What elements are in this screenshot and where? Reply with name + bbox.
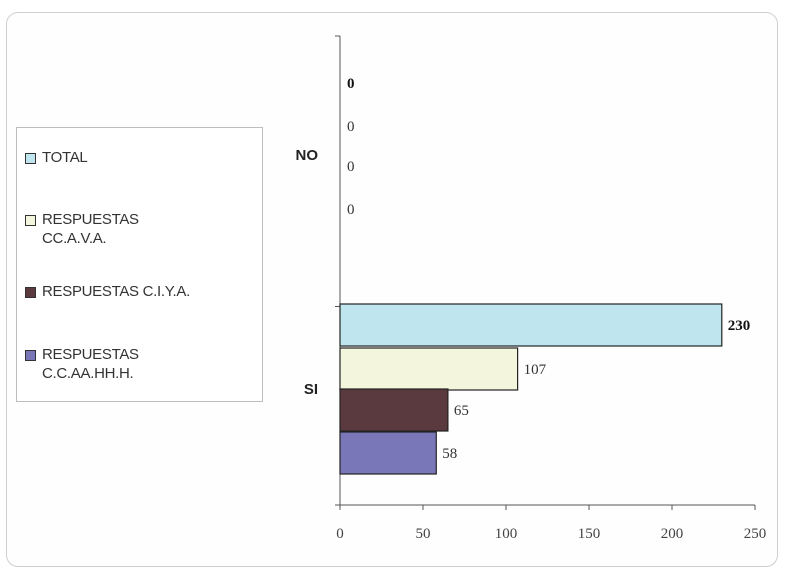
legend-swatch-ccava (25, 215, 36, 226)
data-label: 0 (347, 76, 355, 92)
legend-item-ciya: RESPUESTAS C.I.Y.A. (25, 282, 262, 301)
legend-swatch-ciya (25, 287, 36, 298)
legend-swatch-ccaahhh (25, 350, 36, 361)
category-label: NO (296, 147, 319, 164)
bar (339, 431, 437, 475)
chart-legend: TOTAL RESPUESTAS CC.A.V.A. RESPUESTAS C.… (16, 127, 263, 402)
legend-label-ccava: RESPUESTAS CC.A.V.A. (42, 211, 139, 247)
x-tick-label: 100 (495, 526, 518, 542)
data-label: 65 (454, 403, 469, 419)
legend-item-ccava: RESPUESTAS CC.A.V.A. (25, 210, 172, 248)
data-label: 0 (347, 119, 355, 135)
legend-item-ccaahhh: RESPUESTAS C.C.AA.HH.H. (25, 345, 172, 383)
data-label: 230 (728, 318, 751, 334)
x-tick-label: 50 (416, 526, 431, 542)
bar (339, 303, 723, 347)
legend-swatch-total (25, 153, 36, 164)
x-tick-label: 250 (744, 526, 767, 542)
data-label: 0 (347, 159, 355, 175)
data-label: 58 (442, 446, 457, 462)
legend-label-ccaahhh: RESPUESTAS C.C.AA.HH.H. (42, 346, 139, 382)
bar (339, 347, 519, 391)
legend-item-total: TOTAL (25, 148, 262, 167)
bar (339, 388, 449, 432)
x-tick-label: 150 (578, 526, 601, 542)
legend-label-ciya: RESPUESTAS C.I.Y.A. (42, 283, 190, 300)
legend-label-total: TOTAL (42, 149, 88, 166)
category-label: SI (304, 381, 318, 398)
data-label: 107 (524, 362, 547, 378)
x-tick-label: 200 (661, 526, 684, 542)
data-label: 0 (347, 202, 355, 218)
x-tick-label: 0 (336, 526, 344, 542)
